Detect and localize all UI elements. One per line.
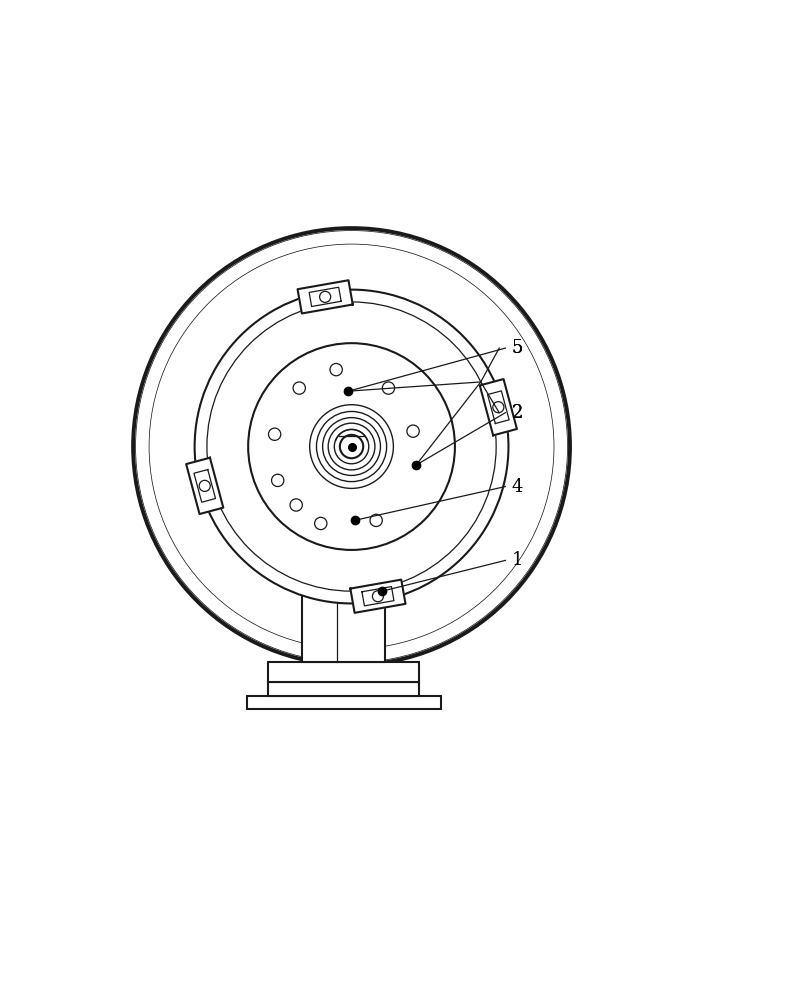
Circle shape	[320, 291, 330, 302]
Circle shape	[322, 418, 380, 475]
Circle shape	[268, 428, 281, 440]
Bar	[303, 407, 385, 662]
Circle shape	[493, 402, 504, 413]
Text: 2: 2	[511, 404, 523, 422]
Circle shape	[317, 411, 387, 482]
Circle shape	[133, 228, 570, 665]
Circle shape	[372, 591, 384, 602]
Text: 4: 4	[511, 478, 523, 496]
Circle shape	[136, 231, 568, 663]
Circle shape	[293, 382, 306, 394]
Circle shape	[310, 405, 393, 488]
Polygon shape	[186, 458, 223, 514]
Bar	[247, 696, 441, 709]
Circle shape	[314, 517, 327, 530]
Circle shape	[370, 514, 383, 527]
Circle shape	[149, 244, 554, 649]
Circle shape	[152, 247, 552, 647]
Text: 1: 1	[511, 551, 523, 569]
Circle shape	[330, 363, 342, 376]
Circle shape	[407, 425, 419, 437]
Circle shape	[290, 499, 303, 511]
Circle shape	[195, 290, 508, 603]
Circle shape	[340, 435, 363, 458]
Circle shape	[249, 343, 455, 550]
Text: 2: 2	[511, 404, 523, 422]
Circle shape	[328, 423, 375, 470]
Circle shape	[199, 480, 210, 491]
Polygon shape	[480, 379, 517, 435]
Circle shape	[382, 382, 395, 394]
Polygon shape	[350, 580, 406, 613]
Polygon shape	[298, 280, 353, 313]
Circle shape	[207, 302, 496, 591]
Circle shape	[334, 429, 368, 464]
Bar	[268, 662, 419, 682]
Circle shape	[272, 474, 284, 487]
Text: 5: 5	[511, 339, 523, 357]
Text: 5: 5	[511, 339, 523, 357]
Bar	[289, 399, 399, 407]
Bar	[268, 682, 419, 696]
